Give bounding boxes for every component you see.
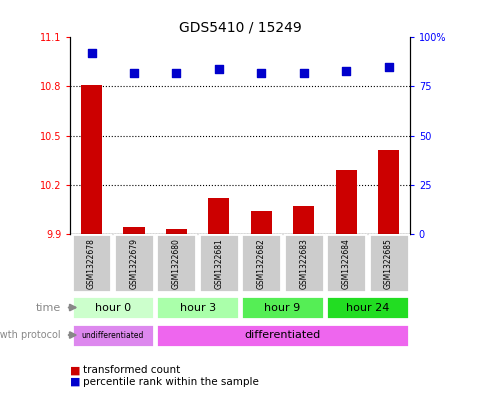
Text: GSM1322680: GSM1322680	[171, 238, 181, 289]
Title: GDS5410 / 15249: GDS5410 / 15249	[178, 21, 301, 35]
Text: hour 0: hour 0	[94, 303, 131, 312]
Text: percentile rank within the sample: percentile rank within the sample	[83, 377, 259, 387]
Bar	[283, 234, 323, 292]
Point	[130, 70, 137, 76]
Bar	[250, 211, 272, 234]
Text: ■: ■	[70, 365, 80, 375]
Bar	[241, 296, 323, 319]
Text: ■: ■	[70, 377, 80, 387]
Point	[172, 70, 180, 76]
Bar	[208, 198, 229, 234]
Bar	[326, 234, 365, 292]
Bar	[156, 234, 196, 292]
Bar	[166, 229, 187, 234]
Bar	[326, 296, 408, 319]
Point	[342, 68, 349, 74]
Text: time: time	[35, 303, 60, 312]
Bar	[72, 234, 111, 292]
Text: GSM1322685: GSM1322685	[383, 238, 393, 289]
Bar	[156, 323, 408, 347]
Text: undifferentiated: undifferentiated	[81, 331, 144, 340]
Bar	[156, 296, 238, 319]
Bar	[292, 206, 314, 234]
Bar	[81, 85, 102, 234]
Point	[384, 64, 392, 70]
Text: GSM1322678: GSM1322678	[87, 238, 96, 289]
Bar	[123, 227, 144, 234]
Text: differentiated: differentiated	[244, 330, 320, 340]
Text: hour 3: hour 3	[179, 303, 215, 312]
Text: hour 24: hour 24	[345, 303, 388, 312]
Point	[88, 50, 95, 56]
Text: GSM1322681: GSM1322681	[214, 238, 223, 289]
Text: GSM1322683: GSM1322683	[299, 238, 308, 289]
Point	[214, 66, 222, 72]
Text: GSM1322682: GSM1322682	[256, 238, 265, 289]
Bar	[335, 170, 356, 234]
Text: GSM1322679: GSM1322679	[129, 238, 138, 289]
Bar	[72, 323, 153, 347]
Bar	[241, 234, 281, 292]
Point	[257, 70, 265, 76]
Bar	[114, 234, 153, 292]
Bar	[377, 151, 398, 234]
Bar	[368, 234, 408, 292]
Text: GSM1322684: GSM1322684	[341, 238, 350, 289]
Bar	[72, 296, 153, 319]
Text: hour 9: hour 9	[264, 303, 300, 312]
Point	[299, 70, 307, 76]
Text: growth protocol: growth protocol	[0, 330, 60, 340]
Bar	[198, 234, 238, 292]
Text: transformed count: transformed count	[83, 365, 181, 375]
